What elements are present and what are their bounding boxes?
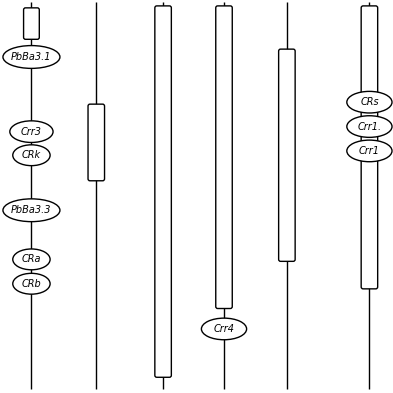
FancyBboxPatch shape (279, 49, 295, 261)
Ellipse shape (3, 46, 60, 68)
Text: CRk: CRk (22, 150, 41, 160)
Ellipse shape (347, 140, 392, 162)
Ellipse shape (10, 121, 53, 142)
Text: PbBa3.3: PbBa3.3 (11, 205, 52, 215)
Ellipse shape (347, 91, 392, 113)
Ellipse shape (347, 116, 392, 137)
FancyBboxPatch shape (24, 8, 39, 39)
Text: Crr1.: Crr1. (357, 121, 382, 132)
Text: CRa: CRa (22, 254, 41, 264)
Text: CRb: CRb (22, 279, 41, 289)
Text: Crr4: Crr4 (213, 324, 235, 334)
Text: Crr1: Crr1 (359, 146, 380, 156)
Ellipse shape (13, 145, 50, 166)
Ellipse shape (13, 249, 50, 270)
Text: PbBa3.1: PbBa3.1 (11, 52, 52, 62)
Ellipse shape (202, 318, 247, 340)
FancyBboxPatch shape (155, 6, 171, 377)
Text: CRs: CRs (360, 97, 379, 107)
Ellipse shape (3, 199, 60, 222)
Ellipse shape (13, 274, 50, 294)
FancyBboxPatch shape (88, 104, 105, 181)
FancyBboxPatch shape (361, 6, 378, 289)
FancyBboxPatch shape (216, 6, 232, 309)
Text: Crr3: Crr3 (21, 127, 42, 137)
